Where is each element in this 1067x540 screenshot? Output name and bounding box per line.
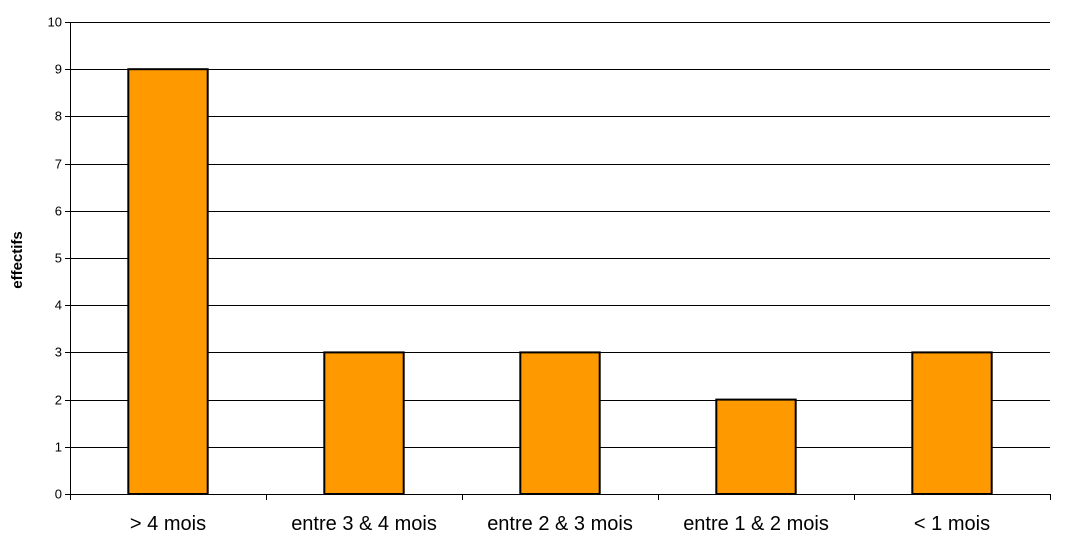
bar <box>519 351 601 495</box>
y-axis-title: effectifs <box>9 231 26 289</box>
bar <box>715 398 797 496</box>
y-tick-label: 3 <box>55 345 62 360</box>
bar <box>323 351 405 495</box>
bar <box>127 68 209 495</box>
y-tick-label: 5 <box>55 251 62 266</box>
y-tick-label: 10 <box>48 15 62 30</box>
x-category-label: < 1 mois <box>914 513 990 535</box>
y-tick-label: 2 <box>55 393 62 408</box>
y-tick-label: 8 <box>55 109 62 124</box>
x-category-label: > 4 mois <box>130 513 206 535</box>
y-tick-label: 6 <box>55 204 62 219</box>
y-tick-label: 1 <box>55 440 62 455</box>
y-tick-label: 0 <box>55 487 62 502</box>
y-tick-label: 7 <box>55 157 62 172</box>
axes <box>65 22 1051 500</box>
y-tick-labels: 0 1 2 3 4 5 6 7 8 9 10 <box>48 15 62 502</box>
y-tick-label: 9 <box>55 62 62 77</box>
x-category-labels: > 4 mois entre 3 & 4 mois entre 2 & 3 mois… <box>130 513 990 535</box>
y-tick-label: 4 <box>55 298 62 313</box>
x-category-label: entre 3 & 4 mois <box>291 513 437 535</box>
bar <box>911 351 993 495</box>
bars <box>127 68 993 496</box>
x-category-label: entre 1 & 2 mois <box>683 513 829 535</box>
x-category-label: entre 2 & 3 mois <box>487 513 633 535</box>
gridlines <box>70 22 1050 448</box>
